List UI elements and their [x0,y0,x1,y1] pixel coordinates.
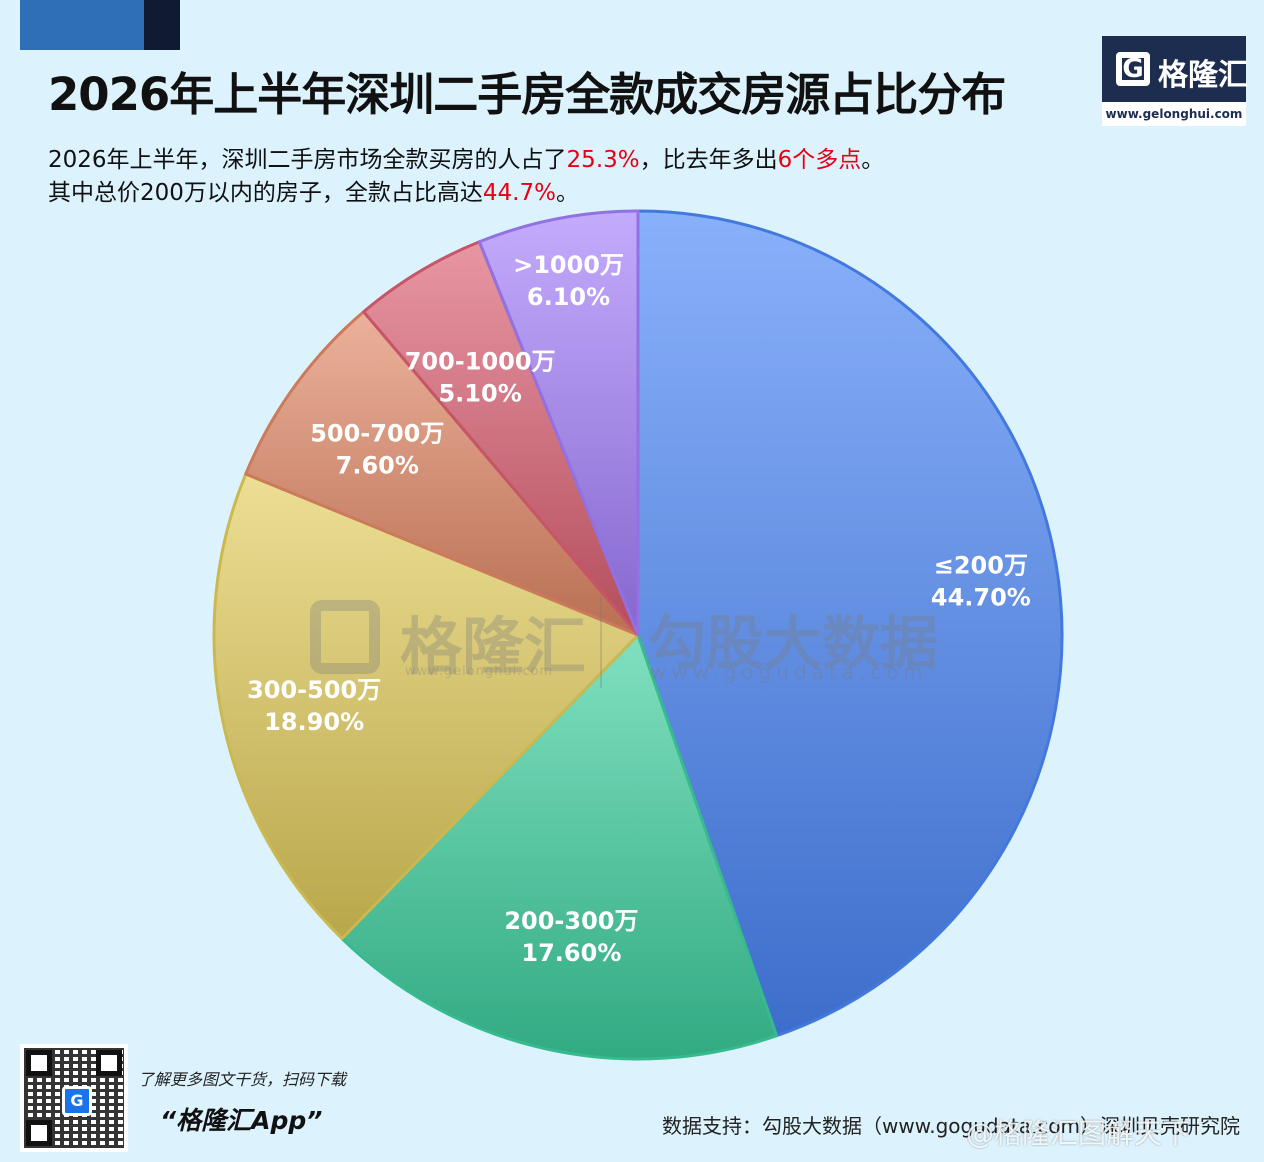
desc-text: 。 [861,147,885,173]
watermark-name-2: 勾股大数据 [648,609,939,677]
top-accent-bar [20,0,144,50]
qr-code[interactable]: G [20,1044,128,1152]
pie-slice-5 [477,209,640,637]
slice-value-label: 18.90% [264,708,364,736]
slice-category-label: 300-500万 [247,676,381,704]
slice-value-label: 17.60% [521,939,621,967]
slice-value-label: 44.70% [931,583,1031,611]
watermark-g-icon [310,600,380,674]
top-accent-bar-dark [144,0,180,50]
watermark-url-2: www.gogudata.com [650,660,929,684]
slice-category-label: ≤200万 [934,551,1028,579]
watermark-url: www.gelonghui.com [405,664,554,679]
pie-slice-2 [212,472,640,941]
slice-value-label: 7.60% [336,452,419,480]
description-line-2: 其中总价200万以内的房子，全款占比高达44.7%。 [48,173,579,207]
qr-finder [26,1120,52,1146]
slice-category-label: 700-1000万 [405,348,556,376]
pie-slice-1 [340,633,779,1061]
desc-highlight: 25.3% [566,147,640,173]
data-source: 数据支持：勾股大数据（www.gogudata.com）深圳贝壳研究院 [662,1114,1241,1138]
qr-finder [96,1050,122,1076]
desc-text: ，比去年多出 [639,147,778,173]
qr-logo-icon: G [62,1086,92,1116]
page-title: 2026年上半年深圳二手房全款成交房源占比分布 [48,68,1006,121]
gelonghui-logo: G 格隆汇 www.gelonghui.com [1102,36,1248,126]
desc-highlight: 44.7% [482,180,556,206]
download-promo: 了解更多图文干货，扫码下载 [138,1070,347,1089]
desc-text: 2026年上半年，深圳二手房市场全款买房的人占了 [48,147,567,173]
pie-slice-3 [244,310,640,637]
logo-g-icon: G [1116,52,1150,86]
logo-name: 格隆汇 [1158,58,1248,93]
slice-category-label: 200-300万 [504,907,638,935]
desc-text: 。 [555,180,579,206]
slice-value-label: 6.10% [527,283,610,311]
description-line-1: 2026年上半年，深圳二手房市场全款买房的人占了25.3%，比去年多出6个多点。 [48,140,884,174]
slice-value-label: 5.10% [438,380,521,408]
desc-text: 其中总价200万以内的房子，全款占比高达 [48,180,483,206]
watermark-name: 格隆汇 [400,610,587,683]
desc-highlight: 6个多点 [777,147,862,173]
watermark-divider [600,596,602,688]
logo-url: www.gelonghui.com [1102,102,1246,126]
qr-finder [26,1050,52,1076]
weibo-watermark: @格隆汇图解天下 [966,1117,1191,1150]
pie-slice-0 [636,209,1064,1038]
slice-category-label: 500-700万 [310,420,444,448]
slice-category-label: >1000万 [513,251,624,279]
app-name: “格隆汇App” [160,1106,323,1135]
